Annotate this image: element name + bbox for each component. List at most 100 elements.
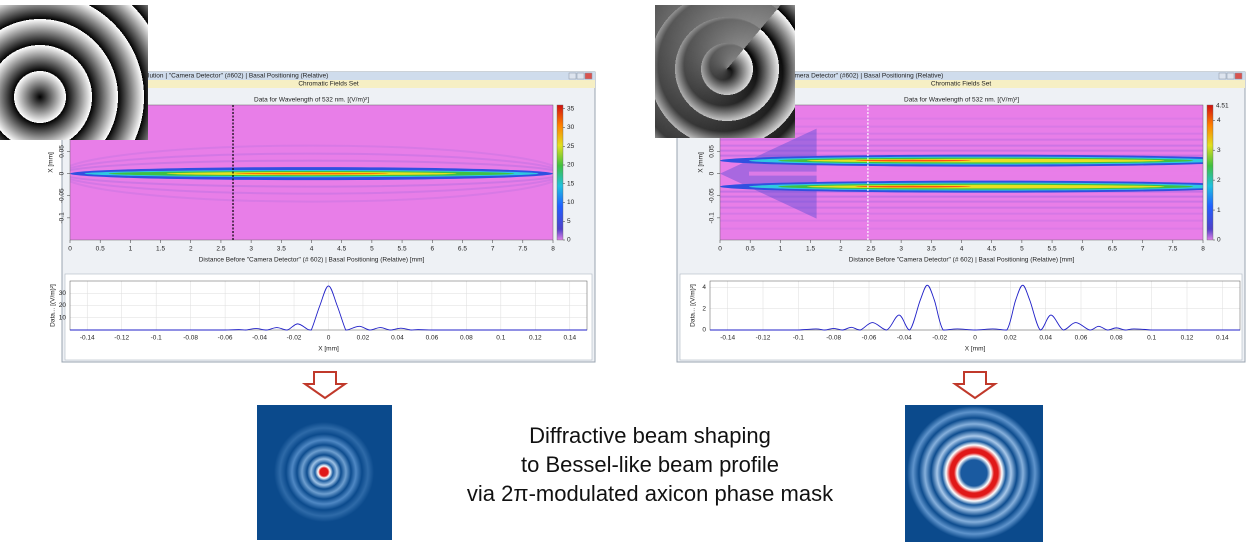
beam bbox=[234, 172, 389, 175]
colorbar-tick-label: 5 bbox=[567, 218, 571, 225]
colorbar-max-label: 4.51 bbox=[1216, 103, 1229, 110]
x-tick-label: 0.04 bbox=[391, 335, 404, 342]
x-tick-label: 7.5 bbox=[1168, 246, 1177, 253]
x-tick-label: 0 bbox=[718, 246, 722, 253]
down-arrow bbox=[951, 371, 999, 400]
title-bar bbox=[677, 72, 1245, 80]
window-subtitle: Chromatic Fields Set bbox=[298, 81, 359, 88]
colorbar-tick-label: 25 bbox=[567, 143, 575, 150]
x-tick-label: 8 bbox=[1201, 246, 1205, 253]
x-tick-label: 0.5 bbox=[96, 246, 105, 253]
x-tick-label: 6 bbox=[1080, 246, 1084, 253]
windows: lution | "Camera Detector" (#602) | Basa… bbox=[48, 71, 1246, 363]
colorbar-tick-label: 35 bbox=[567, 105, 575, 112]
x-tick-label: -0.02 bbox=[932, 335, 947, 342]
x-tick-label: 0.1 bbox=[1147, 335, 1156, 342]
fringe bbox=[70, 159, 553, 188]
output-beam bbox=[257, 405, 392, 540]
sub-bar bbox=[677, 80, 1245, 88]
colorbar-tick-label: 2 bbox=[1217, 177, 1221, 184]
phase-mask bbox=[655, 5, 795, 138]
window-title: lution | "Camera Detector" (#602) | Basa… bbox=[148, 73, 328, 80]
x-tick-label: -0.06 bbox=[862, 335, 877, 342]
x-tick-label: -0.1 bbox=[151, 335, 163, 342]
x-tick-label: -0.08 bbox=[183, 335, 198, 342]
y-tick-label: -0.1 bbox=[709, 212, 716, 224]
y-tick-label: 30 bbox=[59, 290, 67, 297]
x-tick-label: 6 bbox=[430, 246, 434, 253]
x-tick-label: 2.5 bbox=[216, 246, 225, 253]
colorbar-tick-label: 30 bbox=[567, 124, 575, 131]
x-tick-label: -0.14 bbox=[80, 335, 95, 342]
x-tick-label: 0.5 bbox=[746, 246, 755, 253]
x-tick-label: 6.5 bbox=[1108, 246, 1117, 253]
x-tick-label: 4.5 bbox=[337, 246, 346, 253]
window-button-close[interactable] bbox=[1234, 72, 1243, 80]
x-tick-label: 1.5 bbox=[156, 246, 165, 253]
profile-panel bbox=[679, 273, 1243, 361]
colorbar bbox=[1206, 104, 1214, 241]
colorbar-tick-label: 3 bbox=[1217, 147, 1221, 154]
output-beam bbox=[905, 405, 1043, 542]
x-tick-label: 0 bbox=[973, 335, 977, 342]
x-tick-label: 0 bbox=[327, 335, 331, 342]
x-tick-label: 0.14 bbox=[1216, 335, 1229, 342]
beam bbox=[806, 158, 1165, 163]
y-tick-label: 0.05 bbox=[59, 145, 66, 158]
x-tick-label: 0 bbox=[68, 246, 72, 253]
y-tick-label: 0 bbox=[59, 171, 66, 175]
y-tick-label: 4 bbox=[702, 284, 706, 291]
x-tick-label: -0.02 bbox=[287, 335, 302, 342]
x-tick-label: 0.12 bbox=[529, 335, 542, 342]
x-tick-label: 7 bbox=[491, 246, 495, 253]
colorbar-tick-label: 15 bbox=[567, 180, 575, 187]
window-button-max[interactable] bbox=[1226, 72, 1235, 80]
x-tick-label: 0.06 bbox=[1075, 335, 1088, 342]
heatmap bbox=[70, 105, 553, 240]
y-tick-label: 10 bbox=[59, 314, 67, 321]
center-gap bbox=[748, 171, 1203, 176]
x-tick-label: 0.06 bbox=[426, 335, 439, 342]
x-tick-label: 4.5 bbox=[987, 246, 996, 253]
y-tick-label: -0.05 bbox=[59, 188, 66, 203]
y-tick-label: 0 bbox=[702, 327, 706, 334]
profile-line bbox=[710, 284, 1240, 331]
x-tick-label: 5 bbox=[370, 246, 374, 253]
sub-bar bbox=[62, 80, 595, 88]
window-button-min[interactable] bbox=[1218, 72, 1227, 80]
x-tick-label: 1 bbox=[129, 246, 133, 253]
y-tick-label: -0.05 bbox=[709, 188, 716, 203]
x-tick-label: 5.5 bbox=[398, 246, 407, 253]
y-tick-label: 20 bbox=[59, 302, 67, 309]
colorbar-tick-label: 0 bbox=[567, 237, 571, 244]
window-button-min[interactable] bbox=[568, 72, 577, 80]
x-axis-title: X [mm] bbox=[965, 346, 986, 353]
x-axis-title: X [mm] bbox=[318, 346, 339, 353]
window-subtitle: Chromatic Fields Set bbox=[931, 81, 992, 88]
x-tick-label: 0.08 bbox=[460, 335, 473, 342]
x-tick-label: 3 bbox=[899, 246, 903, 253]
profile-line bbox=[70, 285, 587, 331]
colorbar-tick-label: 1 bbox=[1217, 207, 1221, 214]
x-tick-label: 0.1 bbox=[496, 335, 505, 342]
window-title: lution | "Camera Detector" (#602) | Basa… bbox=[763, 73, 943, 80]
x-tick-label: -0.12 bbox=[114, 335, 129, 342]
fringe bbox=[70, 152, 553, 195]
y-axis-title: X [mm] bbox=[48, 152, 55, 173]
x-axis-title: Distance Before "Camera Detector" (# 602… bbox=[849, 257, 1075, 264]
x-tick-label: 2.5 bbox=[866, 246, 875, 253]
y-axis-title: Data... [(V/m)²] bbox=[690, 284, 697, 327]
window-button-max[interactable] bbox=[576, 72, 585, 80]
x-tick-label: 4 bbox=[310, 246, 314, 253]
window-button-close[interactable] bbox=[584, 72, 593, 80]
beam bbox=[806, 184, 1165, 189]
x-tick-label: 0.04 bbox=[1039, 335, 1052, 342]
x-tick-label: -0.1 bbox=[793, 335, 805, 342]
y-axis-title: X [mm] bbox=[698, 152, 705, 173]
x-tick-label: 4 bbox=[960, 246, 964, 253]
heatmap-title: Data for Wavelength of 532 nm. [(V/m)²] bbox=[904, 97, 1019, 104]
x-tick-label: 7 bbox=[1141, 246, 1145, 253]
x-tick-label: 3.5 bbox=[927, 246, 936, 253]
x-tick-label: 0.12 bbox=[1181, 335, 1194, 342]
